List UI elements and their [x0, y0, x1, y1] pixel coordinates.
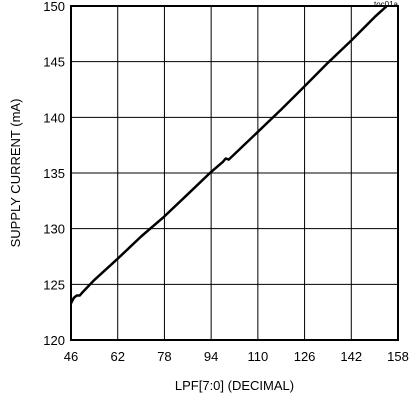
- y-axis-label: SUPPLY CURRENT (mA): [8, 99, 23, 248]
- x-tick-label: 158: [387, 349, 409, 364]
- x-tick-label: 126: [294, 349, 316, 364]
- grid-lines: [70, 5, 399, 341]
- series-layer: [71, 6, 389, 305]
- x-tick-label: 94: [204, 349, 218, 364]
- y-tick-labels: 120 125 130 135 140 145 150: [43, 0, 65, 348]
- y-tick-label: 120: [43, 333, 65, 348]
- x-tick-label: 46: [64, 349, 78, 364]
- plot-frame: [70, 5, 399, 341]
- x-tick-labels: 46 62 78 94 110 126 142 158: [64, 349, 409, 364]
- x-tick-label: 110: [247, 349, 268, 364]
- x-tick-label: 62: [110, 349, 124, 364]
- x-tick-label: 142: [340, 349, 362, 364]
- y-tick-label: 125: [43, 277, 65, 292]
- y-tick-label: 145: [43, 55, 65, 70]
- y-tick-label: 135: [43, 166, 65, 181]
- y-tick-label: 130: [43, 222, 65, 237]
- y-tick-label: 140: [43, 110, 65, 125]
- series-line: [71, 6, 389, 305]
- figure-code: toc01a: [374, 0, 399, 9]
- x-tick-label: 78: [157, 349, 171, 364]
- y-tick-label: 150: [43, 0, 65, 14]
- x-axis-label: LPF[7:0] (DECIMAL): [175, 378, 294, 393]
